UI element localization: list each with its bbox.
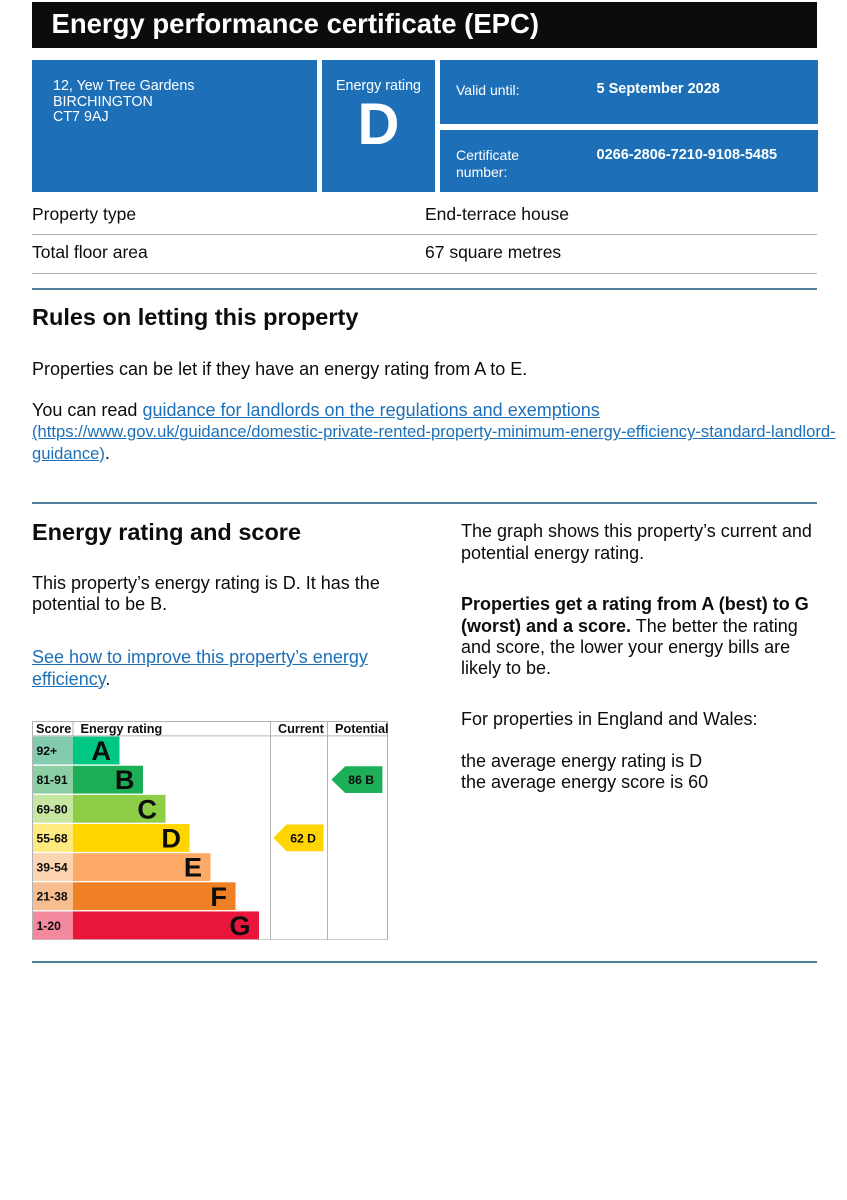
svg-text:E: E <box>184 851 202 882</box>
svg-text:Score: Score <box>36 722 71 736</box>
svg-text:55-68: 55-68 <box>37 831 68 845</box>
svg-text:D: D <box>161 822 181 853</box>
svg-text:Potential: Potential <box>335 722 388 736</box>
svg-text:92+: 92+ <box>37 744 58 758</box>
svg-text:81-91: 81-91 <box>37 773 68 787</box>
svg-text:B: B <box>115 764 135 795</box>
svg-text:86 B: 86 B <box>348 773 374 787</box>
svg-text:1-20: 1-20 <box>37 918 62 932</box>
svg-text:62 D: 62 D <box>290 831 316 845</box>
svg-text:69-80: 69-80 <box>37 802 68 816</box>
svg-text:39-54: 39-54 <box>37 860 68 874</box>
svg-text:21-38: 21-38 <box>37 889 68 903</box>
svg-text:A: A <box>91 735 111 766</box>
svg-text:Energy rating: Energy rating <box>81 722 163 736</box>
svg-text:F: F <box>210 880 227 911</box>
svg-text:G: G <box>229 909 250 939</box>
svg-text:Current: Current <box>278 722 325 736</box>
svg-text:C: C <box>137 793 157 824</box>
